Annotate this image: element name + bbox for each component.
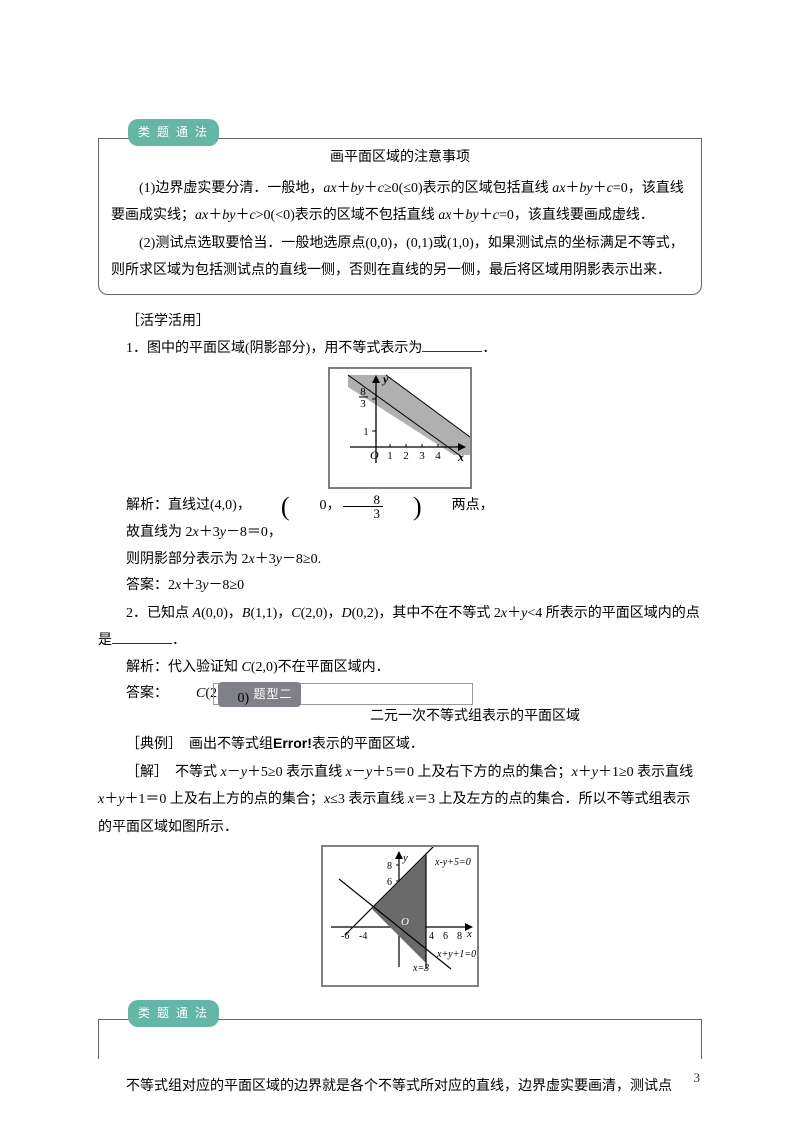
answer-1: 答案：2x＋3y－8≥0 (98, 573, 702, 600)
m: ax (552, 181, 565, 196)
lead: 解析：直线过(4,0)， (98, 493, 251, 520)
analysis-1: 解析：直线过(4,0)， ( 0， 8 3 ) 两点， (98, 493, 702, 520)
figure-1-frame: 8 3 1 O 1 2 3 4 y x (328, 367, 472, 490)
m: by (222, 208, 235, 223)
question-2: 2．已知点 A(0,0)，B(1,1)，C(2,0)，D(0,2)，其中不在不等… (98, 600, 702, 655)
bottom-para: 不等式组对应的平面区域的边界就是各个不等式所对应的直线，边界虚实要画清，测试点 (98, 1073, 702, 1100)
callout-p1: (1)边界虚实要分清．一般地，ax＋by＋c≥0(≤0)表示的区域包括直线 ax… (111, 175, 689, 230)
m: by (466, 208, 479, 223)
m: ax (438, 208, 451, 223)
frac-den: 3 (343, 507, 384, 520)
svg-text:x: x (457, 450, 464, 464)
figure-1-svg: 8 3 1 O 1 2 3 4 y x (330, 369, 470, 477)
solution: ［解］ 不等式 x－y＋5≥0 表示直线 x－y＋5＝0 上及右下方的点的集合；… (98, 759, 702, 841)
analysis-2: 解析：代入验证知 C(2,0)不在平面区域内． (98, 655, 702, 682)
figure-1-wrap: 8 3 1 O 1 2 3 4 y x (98, 367, 702, 490)
page-number: 3 (694, 1066, 701, 1091)
callout-p2: (2)测试点选取要恰当．一般地选原点(0,0)，(0,1)或(1,0)，如果测试… (111, 230, 689, 285)
svg-text:1: 1 (363, 426, 369, 438)
example-label: ［典例］ 画出不等式组 (126, 737, 273, 752)
section-label: ［活学活用］ (98, 309, 702, 336)
ans2-label: 答案： (98, 681, 168, 708)
svg-text:x=3: x=3 (412, 963, 429, 974)
shade-eq: 则阴影部分表示为 2x＋3y－8≥0. (98, 547, 702, 574)
svg-text:2: 2 (403, 450, 409, 462)
svg-text:-4: -4 (359, 931, 367, 942)
svg-text:8: 8 (387, 861, 392, 872)
svg-text:x: x (466, 928, 472, 940)
fraction: 8 3 (343, 493, 384, 520)
m: by (351, 181, 364, 196)
l: 答案： (126, 578, 168, 593)
method-badge-1: 类 题 通 法 (128, 119, 219, 146)
q1-period: ． (482, 341, 496, 356)
m: ax (195, 208, 208, 223)
svg-text:3: 3 (419, 450, 425, 462)
tail: 两点， (424, 493, 494, 520)
blank (422, 338, 482, 352)
callout-title: 画平面区域的注意事项 (111, 145, 689, 172)
ans2-suffix: 0) (210, 686, 250, 713)
t: ≥0(≤0)表示的区域包括直线 (384, 181, 552, 196)
svg-text:O: O (370, 448, 379, 462)
figure-2-wrap: y x-y+5=0 8 6 O -6 -4 4 6 8 x x+y+1=0 x=… (98, 845, 702, 988)
t: (1)边界虚实要分清．一般地， (139, 181, 323, 196)
type-badge-box: 0) 题型二 (213, 683, 473, 705)
m: ax (323, 181, 336, 196)
example: ［典例］ 画出不等式组Error!表示的平面区域． (98, 730, 702, 759)
example-tail: 表示的平面区域． (312, 737, 424, 752)
m: by (579, 181, 592, 196)
line-eq: 故直线为 2x＋3y－8＝0， (98, 520, 702, 547)
t: =0，该直线要画成虚线． (499, 208, 654, 223)
svg-text:y: y (381, 372, 389, 386)
mid: 0， (292, 493, 341, 520)
q1-text: 1．图中的平面区域(阴影部分)，用不等式表示为 (126, 341, 422, 356)
svg-text:6: 6 (387, 877, 392, 888)
figure-2-svg: y x-y+5=0 8 6 O -6 -4 4 6 8 x x+y+1=0 x=… (323, 847, 477, 975)
svg-text:1: 1 (387, 450, 393, 462)
svg-text:O: O (401, 916, 409, 928)
svg-text:6: 6 (443, 931, 448, 942)
svg-text:y: y (402, 852, 408, 864)
figure-2-frame: y x-y+5=0 8 6 O -6 -4 4 6 8 x x+y+1=0 x=… (321, 845, 479, 988)
svg-text:4: 4 (429, 931, 434, 942)
svg-text:8: 8 (457, 931, 462, 942)
question-1: 1．图中的平面区域(阴影部分)，用不等式表示为 ． (98, 336, 702, 363)
svg-text:4: 4 (435, 450, 441, 462)
error-text: Error! (273, 735, 312, 751)
svg-text:-6: -6 (341, 931, 349, 942)
method-badge-2: 类 题 通 法 (128, 1000, 219, 1027)
t: >0(<0)表示的区域不包括直线 (256, 208, 439, 223)
frac-num: 8 (343, 493, 384, 507)
svg-text:x-y+5=0: x-y+5=0 (434, 857, 471, 868)
callout-box-1: 画平面区域的注意事项 (1)边界虚实要分清．一般地，ax＋by＋c≥0(≤0)表… (98, 138, 702, 296)
svg-text:3: 3 (360, 398, 366, 410)
svg-text:x+y+1=0: x+y+1=0 (436, 949, 476, 960)
blank (112, 630, 172, 644)
